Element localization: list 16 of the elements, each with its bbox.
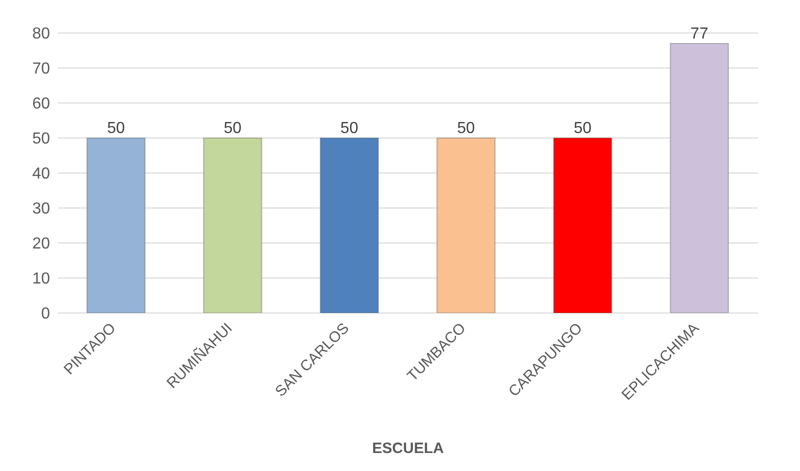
- data-label: 77: [690, 26, 708, 42]
- y-tick-label: 80: [32, 26, 50, 43]
- data-label: 50: [457, 120, 475, 137]
- data-label: 50: [340, 120, 358, 137]
- y-tick-label: 70: [32, 60, 50, 78]
- y-tick-label: 60: [32, 96, 50, 113]
- y-tick-label: 50: [32, 130, 50, 148]
- y-tick-label: 40: [32, 166, 50, 183]
- y-tick-label: 10: [32, 270, 50, 288]
- data-label: 50: [224, 120, 242, 137]
- x-axis-title: ESCUELA: [372, 440, 444, 457]
- y-tick-label: 20: [32, 236, 50, 253]
- y-tick-label: 30: [32, 200, 50, 218]
- data-label: 50: [107, 120, 125, 137]
- y-tick-label: 0: [41, 306, 50, 323]
- data-label: 50: [574, 120, 592, 137]
